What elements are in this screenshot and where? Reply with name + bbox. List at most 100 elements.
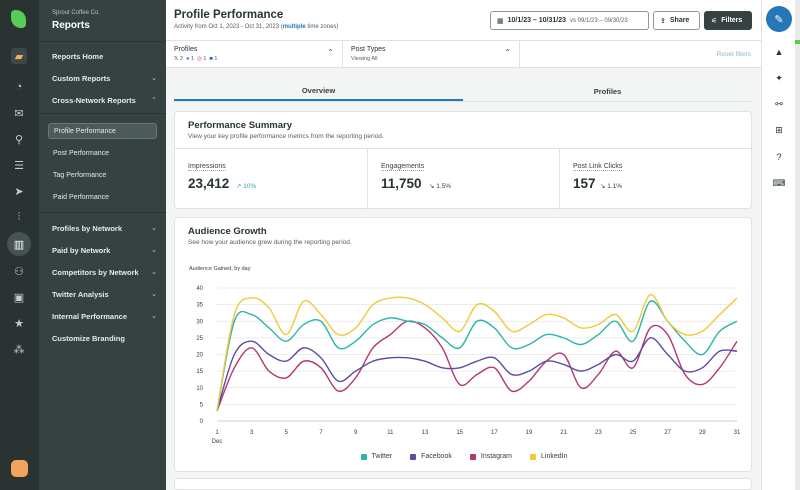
x-tick-label: 7	[319, 430, 323, 436]
profiles-filter[interactable]: Profiles 𝕏 2 ● 1 ◎ 1 ■ 1 ⌃	[166, 41, 343, 68]
add-square-icon[interactable]: ⊞	[775, 124, 783, 135]
legend-item-facebook[interactable]: Facebook	[410, 453, 452, 460]
nav-customize-branding[interactable]: Customize Branding	[52, 331, 157, 345]
nav-item-label: Paid by Network	[52, 245, 111, 255]
page-header: Profile Performance Activity from Oct 1,…	[166, 0, 761, 40]
performance-summary-card: Performance Summary View your key profil…	[174, 111, 752, 210]
alert-icon[interactable]: ▲	[774, 47, 784, 57]
divider	[175, 148, 751, 149]
sprout-logo-icon[interactable]	[11, 10, 26, 28]
tab-profiles[interactable]: Profiles	[593, 87, 622, 96]
right-tool-rail: ✎ ▲ ✦ ⚯ ⊞ ? ⌨	[761, 0, 795, 490]
nav-item-label: Customize Branding	[52, 333, 125, 343]
tab-overview[interactable]: Overview	[174, 82, 463, 101]
nav-item-label: Competitors by Network	[52, 267, 139, 277]
metric-post-link-clicks: Post Link Clicks 157 ↘ 1.1%	[560, 149, 751, 210]
help-icon[interactable]: ?	[776, 152, 782, 162]
share-icon: ⇪	[660, 17, 666, 25]
reset-filters-link[interactable]: Reset filters	[716, 51, 751, 58]
chevron-up-icon: ⌃	[327, 48, 334, 57]
share-button[interactable]: ⇪ Share	[653, 11, 700, 30]
x-tick-label: 15	[456, 430, 463, 436]
nav-paid-performance[interactable]: Paid Performance	[53, 193, 110, 201]
y-tick-label: 30	[196, 319, 203, 325]
keyboard-icon[interactable]: ⌨	[772, 177, 786, 188]
legend-item-linkedin[interactable]: LinkedIn	[530, 453, 567, 460]
nav-paid-by-network[interactable]: Paid by Network ⌄	[52, 243, 157, 257]
x-icon: 𝕏	[174, 56, 179, 62]
subtitle-text: time zones)	[305, 24, 339, 30]
metric-label[interactable]: Engagements	[381, 163, 425, 171]
nav-twitter-analysis[interactable]: Twitter Analysis ⌄	[52, 287, 157, 301]
folder-icon[interactable]: ▰	[0, 45, 38, 67]
metric-delta: ↘ 1.5%	[429, 182, 451, 190]
divider	[39, 113, 167, 114]
nav-item-label: Reports Home	[52, 51, 104, 61]
chevron-down-icon: ⌄	[151, 75, 157, 82]
y-tick-label: 0	[200, 419, 204, 425]
legend-swatch	[410, 453, 417, 460]
chevron-down-icon: ⌄	[151, 313, 157, 320]
date-range-picker[interactable]: ▦ 10/1/23 – 10/31/23 vs 09/1/23 – 09/30/…	[490, 11, 649, 30]
y-tick-label: 15	[196, 369, 203, 375]
nav-internal-performance[interactable]: Internal Performance ⌄	[52, 309, 157, 323]
legend-item-twitter[interactable]: Twitter	[360, 453, 392, 460]
card-title: Performance Summary	[188, 120, 293, 131]
nav-tag-performance[interactable]: Tag Performance	[53, 171, 107, 179]
filters-button[interactable]: ⚟ Filters	[704, 11, 752, 30]
nav-post-performance[interactable]: Post Performance	[53, 149, 110, 157]
x-tick-label: 1	[215, 430, 219, 436]
filter-label: Post Types	[351, 46, 386, 53]
nav-competitors-by-network[interactable]: Competitors by Network ⌄	[52, 265, 157, 279]
nav-profiles-by-network[interactable]: Profiles by Network ⌄	[52, 221, 157, 235]
arrow-up-icon: ↗	[236, 183, 242, 190]
metric-label[interactable]: Post Link Clicks	[573, 163, 623, 171]
x-count: 2	[179, 56, 184, 62]
x-tick-label: 17	[491, 430, 498, 436]
nav-cross-network-reports[interactable]: Cross-Network Reports ⌃	[52, 93, 157, 107]
feedback-icon[interactable]: ✦	[775, 72, 783, 83]
star-icon[interactable]: ★	[14, 317, 24, 330]
reports-icon[interactable]: ▥	[0, 232, 38, 256]
nav-item-label: Profiles by Network	[52, 223, 123, 233]
share-label: Share	[669, 17, 690, 24]
user-avatar[interactable]	[11, 460, 28, 477]
pin-icon[interactable]: ⚲	[14, 133, 24, 146]
network-icon[interactable]: ⁂	[13, 343, 25, 356]
compose-icon[interactable]: ✎	[766, 6, 792, 32]
section-title: Reports	[52, 20, 90, 31]
metric-label[interactable]: Impressions	[188, 163, 226, 171]
nav-reports-home[interactable]: Reports Home	[52, 49, 157, 63]
card-subtitle: See how your audience grew during the re…	[188, 239, 352, 246]
list-icon[interactable]: ☰	[14, 159, 24, 172]
legend-item-instagram[interactable]: Instagram	[469, 453, 512, 460]
waveform-icon[interactable]: ⫶	[17, 210, 21, 223]
divider	[39, 212, 167, 213]
facebook-icon: ●	[186, 56, 190, 62]
legend-label: Facebook	[421, 453, 452, 460]
send-icon[interactable]: ➤	[14, 185, 24, 198]
delta-value: 1.1%	[607, 183, 623, 190]
linkedin-icon: ■	[209, 56, 213, 62]
people-icon[interactable]: ⚇	[14, 265, 24, 278]
calendar-icon: ▦	[497, 17, 504, 25]
nav-custom-reports[interactable]: Custom Reports ⌄	[52, 71, 157, 85]
x-tick-label: 9	[354, 430, 358, 436]
chevron-down-icon: ⌄	[151, 291, 157, 298]
nav-profile-performance[interactable]: Profile Performance	[48, 123, 157, 139]
card-subtitle: View your key profile performance metric…	[188, 133, 384, 140]
link-icon[interactable]: ⚯	[775, 98, 783, 109]
accent-mark	[795, 40, 800, 44]
series-line-linkedin	[216, 293, 738, 412]
legend-swatch	[469, 453, 476, 460]
sliders-icon: ⚟	[711, 17, 718, 25]
time-zones-link[interactable]: multiple	[282, 24, 306, 30]
bot-icon[interactable]: ▣	[13, 291, 25, 304]
report-tabs: Overview Profiles	[174, 82, 752, 102]
gauge-icon[interactable]: ◔	[15, 81, 23, 93]
global-icon-rail: ▰ ◔ ✉ ⚲ ☰ ➤ ⫶ ▥ ⚇ ▣ ★ ⁂	[0, 0, 38, 490]
post-types-filter[interactable]: Post Types Viewing All ⌃	[343, 41, 520, 68]
y-tick-label: 10	[196, 386, 203, 392]
inbox-icon[interactable]: ✉	[14, 107, 24, 120]
